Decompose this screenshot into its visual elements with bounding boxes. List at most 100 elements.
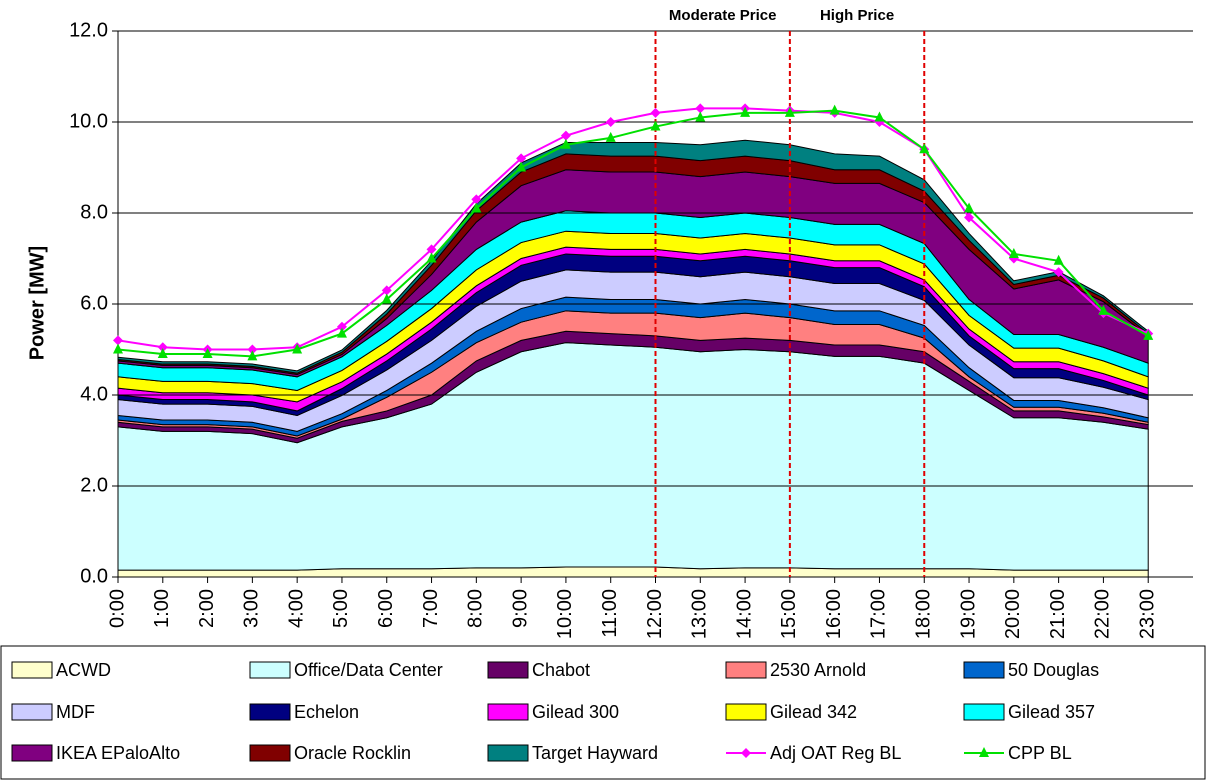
line-marker	[650, 107, 661, 118]
x-tick-label: 23:00	[1136, 589, 1158, 639]
line-marker	[247, 344, 258, 355]
line-marker	[336, 327, 347, 338]
x-tick-label: 12:00	[644, 589, 666, 639]
x-tick-label: 19:00	[957, 589, 979, 639]
line-marker	[695, 111, 706, 122]
line-marker	[516, 161, 527, 172]
y-tick-label: 2.0	[80, 474, 108, 496]
x-tick-label: 6:00	[375, 589, 397, 628]
line-marker	[336, 321, 347, 332]
legend-label: IKEA EPaloAlto	[56, 743, 180, 763]
legend-swatch	[725, 661, 767, 679]
x-tick-label: 9:00	[509, 589, 531, 628]
annotation: Moderate Price	[669, 7, 777, 24]
legend-swatch	[249, 703, 291, 721]
x-tick-label: 0:00	[106, 589, 128, 628]
x-tick-label: 22:00	[1092, 589, 1114, 639]
legend-label: Adj OAT Reg BL	[770, 743, 901, 763]
legend-swatch	[487, 661, 529, 679]
line-marker	[964, 212, 975, 223]
legend-label: ACWD	[56, 660, 111, 680]
line-marker	[1008, 247, 1019, 258]
y-tick-label: 4.0	[80, 383, 108, 405]
y-tick-label: 0.0	[80, 565, 108, 587]
line-marker	[1053, 254, 1064, 265]
legend-marker	[979, 747, 989, 757]
x-tick-label: 11:00	[599, 589, 621, 638]
line-marker	[516, 153, 527, 164]
legend-swatch	[963, 661, 1005, 679]
legend-marker	[741, 748, 751, 758]
line-marker	[1053, 267, 1064, 278]
line-marker	[784, 106, 795, 117]
y-tick-label: 8.0	[80, 201, 108, 223]
y-tick-label: 12.0	[69, 19, 108, 41]
line-marker	[202, 348, 213, 359]
legend-label: 2530 Arnold	[770, 660, 866, 680]
line-marker	[919, 143, 930, 154]
x-tick-label: 18:00	[913, 589, 935, 639]
line-marker	[695, 103, 706, 114]
legend-label: Target Hayward	[532, 743, 658, 763]
legend: ACWD Office/Data Center Chabot 2530 Arnold 5…	[11, 660, 1099, 763]
x-tick-label: 1:00	[151, 589, 173, 628]
legend-label: Gilead 342	[770, 702, 857, 722]
annotation: High Price	[820, 7, 894, 24]
x-tick-label: 21:00	[1047, 589, 1069, 639]
line-marker	[426, 252, 437, 263]
x-tick-label: 10:00	[554, 589, 576, 639]
x-tick-label: 2:00	[196, 589, 218, 628]
line-marker	[157, 342, 168, 353]
x-tick-label: 7:00	[420, 589, 442, 628]
line-marker	[874, 111, 885, 122]
y-axis-label: Power [MW]	[26, 246, 48, 360]
legend-swatch	[725, 703, 767, 721]
line-marker	[1098, 304, 1109, 315]
line-marker	[560, 130, 571, 141]
legend-label: CPP BL	[1008, 743, 1072, 763]
line	[117, 107, 1149, 351]
legend-label: Chabot	[532, 660, 590, 680]
line	[117, 109, 1149, 358]
legend-label: MDF	[56, 702, 95, 722]
x-tick-label: 5:00	[330, 589, 352, 628]
legend-swatch	[11, 703, 53, 721]
line-marker	[471, 202, 482, 213]
legend-swatch	[963, 703, 1005, 721]
line-marker	[113, 335, 123, 346]
legend-swatch	[11, 744, 53, 762]
x-tick-label: 20:00	[1002, 589, 1024, 639]
line-marker	[157, 348, 168, 359]
x-tick-label: 13:00	[689, 589, 711, 639]
legend-swatch	[249, 744, 291, 762]
line-marker	[381, 293, 392, 304]
line-marker	[650, 120, 661, 131]
line-marker	[381, 285, 392, 296]
y-tick-label: 6.0	[80, 292, 108, 314]
x-tick-label: 8:00	[465, 589, 487, 628]
x-tick-label: 16:00	[823, 589, 845, 639]
legend-label: Office/Data Center	[294, 660, 443, 680]
legend-label: Gilead 357	[1008, 702, 1095, 722]
x-tick-label: 14:00	[733, 589, 755, 639]
line-marker	[560, 138, 571, 149]
legend-swatch	[487, 744, 529, 762]
legend-swatch	[249, 661, 291, 679]
line-marker	[740, 106, 751, 117]
line-marker	[605, 131, 616, 142]
legend-label: Oracle Rocklin	[294, 743, 411, 763]
x-tick-label: 15:00	[778, 589, 800, 639]
line-marker	[471, 194, 482, 205]
line-marker	[247, 350, 258, 361]
x-tick-label: 4:00	[285, 589, 307, 628]
legend-label: Echelon	[294, 702, 359, 722]
legend-swatch	[487, 703, 529, 721]
line-marker	[292, 343, 303, 354]
x-tick-label: 17:00	[868, 589, 890, 639]
line-marker	[829, 104, 840, 115]
line-marker	[1143, 329, 1154, 340]
line-marker	[964, 202, 975, 213]
y-tick-label: 10.0	[69, 110, 108, 132]
legend-label: Gilead 300	[532, 702, 619, 722]
